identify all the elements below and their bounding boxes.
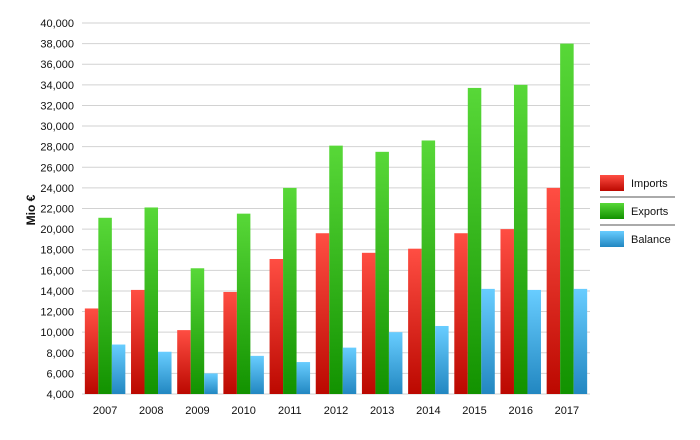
bar-balance-2016 — [527, 289, 541, 394]
legend-label-imports: Imports — [631, 178, 668, 190]
bar-exports-2017 — [560, 43, 574, 394]
y-tick-label: 10,000 — [40, 327, 74, 339]
x-tick-label: 2009 — [185, 405, 209, 417]
bar-imports-2008 — [131, 289, 145, 394]
x-tick-label: 2011 — [278, 405, 302, 417]
bar-balance-2009 — [204, 373, 218, 394]
legend: Imports Exports Balance — [600, 175, 675, 247]
x-axis: 2007 2008 2009 2010 2011 2012 2013 2014 2015 2016… — [93, 405, 579, 417]
bar-balance-2014 — [435, 325, 449, 394]
bar-imports-2015 — [454, 233, 468, 394]
bar-exports-2012 — [329, 145, 343, 394]
bar-balance-2015 — [481, 288, 495, 394]
y-tick-label: 36,000 — [40, 59, 74, 71]
y-tick-label: 14,000 — [40, 286, 74, 298]
legend-label-exports: Exports — [631, 206, 669, 218]
y-tick-label: 8,000 — [46, 348, 74, 360]
y-tick-label: 20,000 — [40, 224, 74, 236]
legend-swatch-balance — [600, 231, 624, 247]
bar-exports-2011 — [283, 187, 297, 394]
legend-swatch-imports — [600, 175, 624, 191]
x-tick-label: 2017 — [555, 405, 579, 417]
y-tick-label: 24,000 — [40, 183, 74, 195]
y-tick-label: 4,000 — [46, 389, 74, 401]
legend-label-balance: Balance — [631, 234, 671, 246]
bar-balance-2017 — [573, 288, 588, 394]
y-tick-label: 32,000 — [40, 100, 74, 112]
y-tick-label: 26,000 — [40, 162, 74, 174]
bar-balance-2007 — [111, 344, 126, 394]
y-tick-label: 28,000 — [40, 142, 74, 154]
bars — [84, 43, 588, 395]
bar-exports-2007 — [98, 217, 112, 394]
bar-balance-2011 — [296, 362, 311, 394]
bar-exports-2008 — [144, 207, 159, 394]
bar-imports-2014 — [408, 248, 422, 394]
bar-imports-2017 — [546, 187, 561, 394]
y-axis-title: Mio € — [24, 194, 38, 225]
bar-exports-2014 — [421, 140, 436, 394]
x-tick-label: 2008 — [139, 405, 163, 417]
x-tick-label: 2016 — [508, 405, 532, 417]
y-tick-label: 40,000 — [40, 18, 74, 30]
bar-exports-2010 — [236, 213, 251, 394]
bar-exports-2009 — [190, 268, 205, 394]
x-tick-label: 2013 — [370, 405, 394, 417]
x-tick-label: 2015 — [462, 405, 486, 417]
y-tick-label: 18,000 — [40, 245, 74, 257]
bar-imports-2016 — [500, 229, 514, 394]
bar-imports-2013 — [361, 252, 376, 394]
x-tick-label: 2014 — [416, 405, 440, 417]
x-tick-label: 2010 — [231, 405, 255, 417]
y-tick-label: 12,000 — [40, 307, 74, 319]
bar-balance-2008 — [158, 351, 172, 394]
bar-imports-2010 — [223, 291, 237, 394]
bar-imports-2012 — [315, 233, 330, 394]
bar-exports-2015 — [467, 87, 482, 395]
bar-imports-2011 — [269, 258, 284, 394]
y-axis: 4,000 6,000 8,000 10,000 12,000 14,000 16,000 1… — [40, 18, 74, 401]
bar-imports-2009 — [177, 330, 191, 394]
legend-swatch-exports — [600, 203, 624, 219]
bar-balance-2013 — [388, 332, 403, 394]
x-tick-label: 2007 — [93, 405, 117, 417]
y-tick-label: 30,000 — [40, 121, 74, 133]
bar-imports-2007 — [84, 308, 99, 394]
x-tick-label: 2012 — [324, 405, 348, 417]
bar-balance-2010 — [250, 355, 264, 394]
y-tick-label: 16,000 — [40, 265, 74, 277]
bar-balance-2012 — [342, 347, 357, 394]
y-tick-label: 22,000 — [40, 204, 74, 216]
bar-exports-2013 — [375, 151, 389, 394]
y-tick-label: 38,000 — [40, 39, 74, 51]
y-tick-label: 6,000 — [46, 368, 74, 380]
y-tick-label: 34,000 — [40, 80, 74, 92]
bar-exports-2016 — [513, 84, 528, 394]
